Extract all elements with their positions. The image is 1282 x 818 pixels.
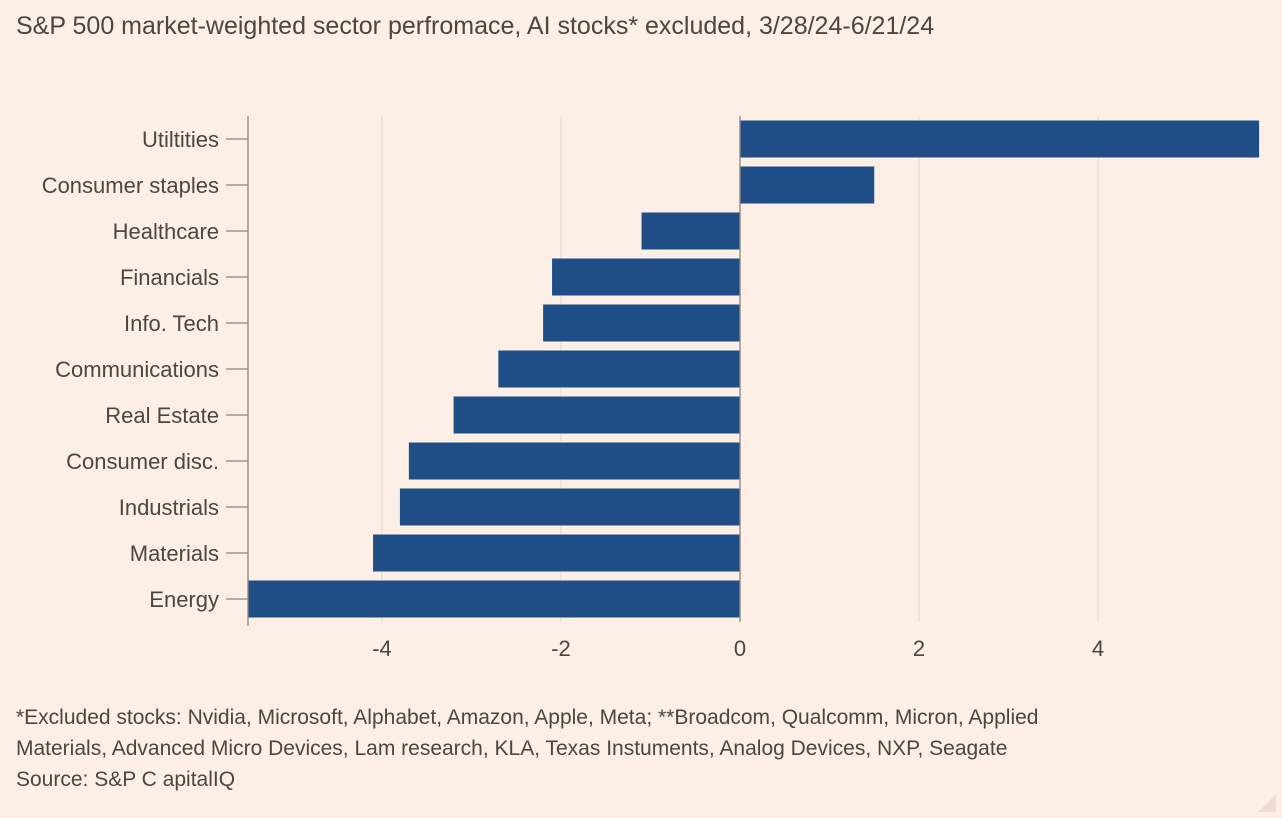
bars bbox=[247, 120, 1260, 618]
bar bbox=[552, 258, 740, 296]
footnote-line-1: *Excluded stocks: Nvidia, Microsoft, Alp… bbox=[16, 706, 1039, 729]
category-label: Consumer disc. bbox=[66, 449, 219, 474]
x-tick-label: -4 bbox=[372, 636, 392, 661]
axes bbox=[226, 116, 741, 626]
bar bbox=[740, 166, 875, 204]
bar bbox=[498, 350, 740, 388]
x-tick-label: 2 bbox=[913, 636, 925, 661]
bar-chart: -4 -2 0 2 4 Utiltities Consumer staples Healthc… bbox=[42, 116, 1260, 661]
category-label: Real Estate bbox=[105, 403, 219, 428]
bar bbox=[740, 120, 1260, 158]
x-tick-label: 4 bbox=[1092, 636, 1104, 661]
category-label: Energy bbox=[149, 587, 219, 612]
chart-title: S&P 500 market-weighted sector perfromac… bbox=[16, 12, 935, 40]
labels: -4 -2 0 2 4 Utiltities Consumer staples Healthc… bbox=[42, 127, 1104, 661]
bar bbox=[641, 212, 740, 250]
category-label: Utiltities bbox=[142, 127, 219, 152]
category-label: Consumer staples bbox=[42, 173, 219, 198]
footnotes: *Excluded stocks: Nvidia, Microsoft, Alp… bbox=[16, 702, 1256, 795]
bar bbox=[247, 580, 740, 618]
x-tick-label: -2 bbox=[551, 636, 571, 661]
bar bbox=[399, 488, 740, 526]
category-label: Financials bbox=[120, 265, 219, 290]
bar bbox=[543, 304, 740, 342]
category-label: Materials bbox=[130, 541, 219, 566]
category-label: Communications bbox=[55, 357, 219, 382]
x-tick-label: 0 bbox=[734, 636, 746, 661]
bar bbox=[408, 442, 740, 480]
category-label: Info. Tech bbox=[124, 311, 219, 336]
source-note: Source: S&P C apitalIQ bbox=[16, 768, 236, 791]
bar bbox=[453, 396, 740, 434]
bar bbox=[373, 534, 740, 572]
category-label: Healthcare bbox=[113, 219, 219, 244]
footnote-line-2: Materials, Advanced Micro Devices, Lam r… bbox=[16, 737, 1008, 760]
resize-corner-icon bbox=[1258, 794, 1276, 812]
category-label: Industrials bbox=[119, 495, 219, 520]
